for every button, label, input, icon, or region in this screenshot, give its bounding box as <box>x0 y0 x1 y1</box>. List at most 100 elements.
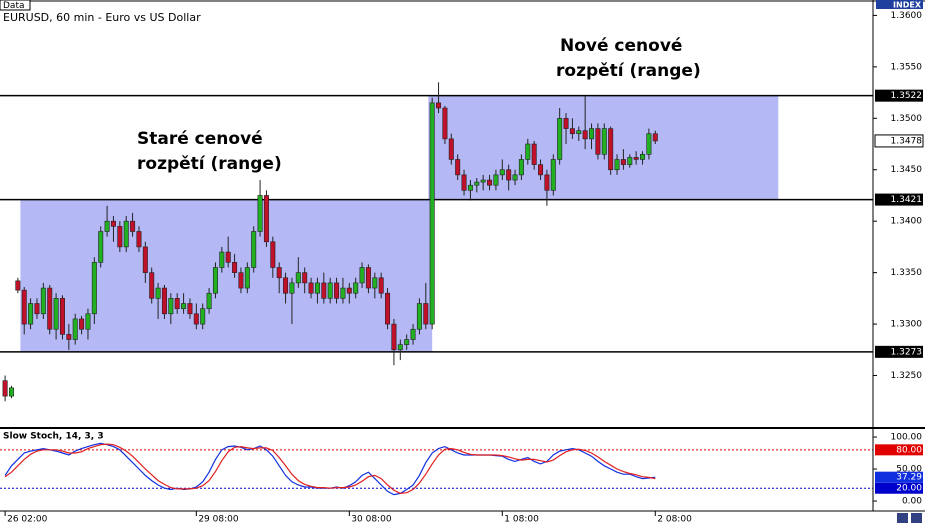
index-label: INDEX <box>893 1 922 10</box>
candle-body <box>640 154 646 160</box>
annotation: Nové cenové <box>560 36 682 56</box>
candle-body <box>346 287 352 294</box>
candle-body <box>136 231 142 248</box>
candle-body <box>40 287 46 315</box>
candle-body <box>480 179 486 183</box>
candle-body <box>149 272 155 299</box>
candle-body <box>276 267 282 279</box>
data-label: Data <box>3 1 25 11</box>
candle-body <box>98 231 104 263</box>
candle-body <box>512 174 518 181</box>
y-tick-label: 1.3600 <box>891 11 923 21</box>
candle-body <box>455 159 461 176</box>
candle-body <box>251 231 257 268</box>
stoch-tag <box>875 471 923 483</box>
candle-body <box>321 282 327 299</box>
annotation: Staré cenové <box>137 129 263 149</box>
price-tag <box>875 193 923 206</box>
candle-body <box>238 272 244 289</box>
candle-body <box>314 282 320 294</box>
icon <box>897 513 908 523</box>
candle-body <box>187 303 193 315</box>
y-tick-label: 1.3500 <box>891 114 923 124</box>
candle-body <box>53 298 59 330</box>
candle-body <box>429 102 435 325</box>
annotation: rozpětí (range) <box>556 61 701 81</box>
x-tick-label: 29 08:00 <box>198 515 239 525</box>
y-tick-label: 1.3350 <box>891 268 923 278</box>
candle-body <box>423 303 429 325</box>
candle-body <box>174 298 180 309</box>
price-tag-label: 1.3421 <box>891 195 923 205</box>
candle-body <box>334 282 340 299</box>
candle-body <box>582 130 588 140</box>
chart-title: EURUSD, 60 min - Euro vs US Dollar <box>3 11 201 24</box>
candle-body <box>244 267 250 289</box>
candle-body <box>569 128 575 135</box>
candle-body <box>563 117 569 129</box>
candle-body <box>499 169 505 176</box>
level-label: 20.00 <box>896 484 922 494</box>
candle-body <box>410 328 416 340</box>
candle-body <box>589 128 595 140</box>
y-tick-label: 1.3300 <box>891 320 923 330</box>
candle-body <box>104 220 110 232</box>
candle-body <box>181 303 187 309</box>
candle-body <box>385 292 391 325</box>
candle-body <box>15 280 21 291</box>
candle-body <box>633 157 639 160</box>
candle-body <box>365 267 371 289</box>
stoch-line <box>4 443 656 495</box>
candle-body <box>47 287 53 330</box>
candle-body <box>257 195 263 232</box>
candle-body <box>21 289 27 325</box>
level-tag <box>875 482 923 494</box>
y-tick-label: 50.00 <box>896 465 922 475</box>
level-label: 80.00 <box>896 445 922 455</box>
candle-body <box>340 287 346 299</box>
candle-body <box>212 267 218 294</box>
index-tag <box>876 0 923 9</box>
candle-body <box>652 133 658 142</box>
y-tick-label: 1.3250 <box>891 371 923 381</box>
candle-body <box>608 128 614 171</box>
candle-body <box>34 303 40 315</box>
candle-body <box>397 344 403 351</box>
candle-body <box>219 251 225 268</box>
candle-body <box>302 272 308 284</box>
candle-body <box>557 117 563 160</box>
candle-body <box>493 174 499 186</box>
candle-body <box>404 339 410 345</box>
y-tick-label: 1.3550 <box>891 62 923 72</box>
y-tick-label: 1.3450 <box>891 165 923 175</box>
stoch-value-label: 37.29 <box>896 473 922 483</box>
candle-body <box>353 282 359 294</box>
candle-body <box>372 277 378 289</box>
price-tag <box>875 89 923 102</box>
candle-body <box>142 246 148 273</box>
candle-body <box>225 251 231 263</box>
candle-body <box>448 138 454 160</box>
candle-body <box>646 133 652 155</box>
candle-body <box>155 287 161 299</box>
candle-body <box>59 298 65 335</box>
candle-body <box>193 313 199 325</box>
candle-body <box>595 128 601 155</box>
x-tick-label: 2 08:00 <box>657 515 692 525</box>
y-tick-label: 100.00 <box>891 433 923 443</box>
candle-body <box>620 159 626 165</box>
candle-body <box>2 380 8 397</box>
candle-body <box>525 143 531 160</box>
x-tick-label: 1 08:00 <box>504 515 539 525</box>
candle-body <box>474 181 480 186</box>
candle-body <box>168 298 174 315</box>
candle-body <box>200 308 206 325</box>
candle-body <box>359 267 365 284</box>
annotation: rozpětí (range) <box>137 154 282 174</box>
candle-body <box>130 220 136 232</box>
candle-body <box>544 174 550 191</box>
candle-body <box>378 277 384 294</box>
candle-body <box>270 241 276 268</box>
candle-body <box>66 334 72 340</box>
price-tag-label: 1.3522 <box>891 91 923 101</box>
